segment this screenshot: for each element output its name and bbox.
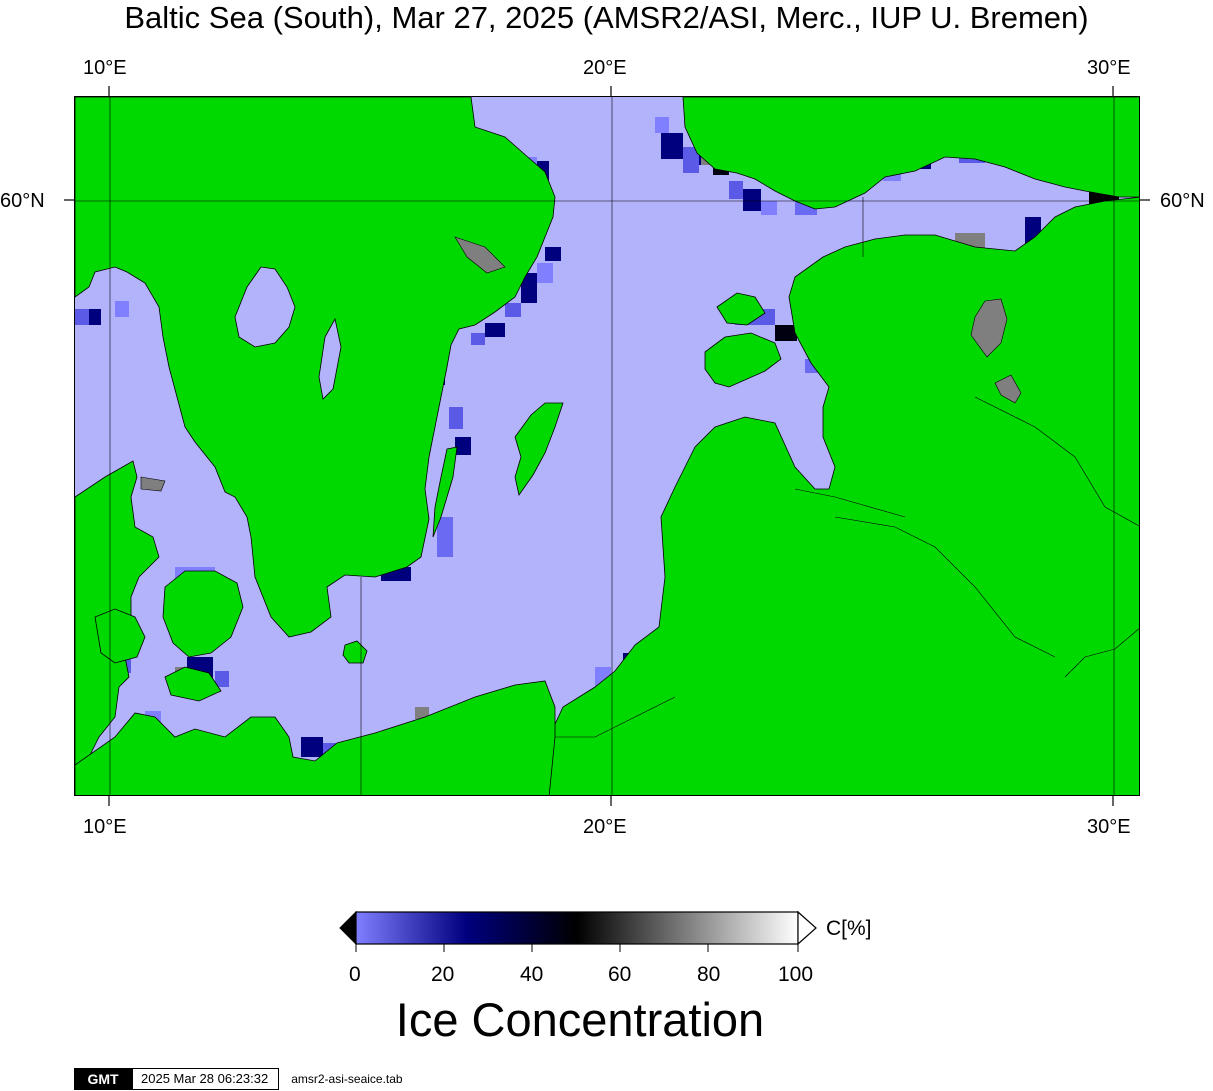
top-lon-label-30: 30°E — [1087, 57, 1131, 79]
top-lon-label-20: 20°E — [583, 57, 627, 79]
bottom-lon-label-10: 10°E — [83, 816, 127, 838]
colorbar-title: Ice Concentration — [395, 993, 765, 1046]
colorbar-left-triangle — [339, 910, 357, 946]
colorbar-tick-80: 80 — [697, 963, 721, 986]
colorbar-tick-20: 20 — [431, 963, 455, 986]
bottom-lon-label-20: 20°E — [583, 816, 627, 838]
lake-vanern — [234, 266, 296, 348]
land-scandinavia — [75, 97, 556, 638]
bottom-lon-label-30: 30°E — [1087, 816, 1131, 838]
land-finland — [682, 97, 1139, 210]
gray-lakes — [140, 236, 1022, 492]
colorbar-tick-0: 0 — [349, 963, 361, 986]
right-lat-label-60: 60°N — [1160, 190, 1205, 212]
island-gotland — [514, 402, 564, 496]
island-saaremaa — [704, 332, 782, 388]
colorbar-right-triangle — [797, 910, 817, 946]
ice-concentration-map — [74, 96, 1140, 796]
country-borders — [555, 396, 1139, 738]
top-lon-label-10: 10°E — [83, 57, 127, 79]
colorbar-unit-label: C[%] — [826, 917, 872, 940]
land-germany-poland — [75, 680, 556, 795]
graticule — [75, 97, 1139, 795]
colorbar-gradient — [355, 911, 799, 945]
timestamp: 2025 Mar 28 06:23:32 — [132, 1068, 280, 1090]
colorbar-tick-100: 100 — [778, 963, 814, 986]
land-baltic-states — [544, 196, 1139, 795]
island-zealand — [162, 570, 244, 658]
island-lolland — [164, 666, 222, 702]
island-bornholm — [342, 640, 368, 664]
island-funen — [94, 608, 146, 664]
frame-tick-marks — [64, 86, 1150, 806]
colorbar-tick-40: 40 — [520, 963, 544, 986]
left-lat-label-60: 60°N — [0, 190, 45, 212]
footer-stamp: GMT 2025 Mar 28 06:23:32 amsr2-asi-seaic… — [74, 1068, 403, 1090]
island-hiiumaa — [716, 292, 766, 326]
lake-vattern — [318, 317, 342, 400]
source-filename: amsr2-asi-seaice.tab — [291, 1072, 403, 1086]
gmt-logo: GMT — [74, 1068, 132, 1090]
map-title: Baltic Sea (South), Mar 27, 2025 (AMSR2/… — [124, 0, 1089, 35]
island-oland — [432, 446, 458, 538]
colorbar — [339, 910, 817, 952]
land-masses — [75, 97, 1139, 795]
colorbar-tick-60: 60 — [608, 963, 632, 986]
